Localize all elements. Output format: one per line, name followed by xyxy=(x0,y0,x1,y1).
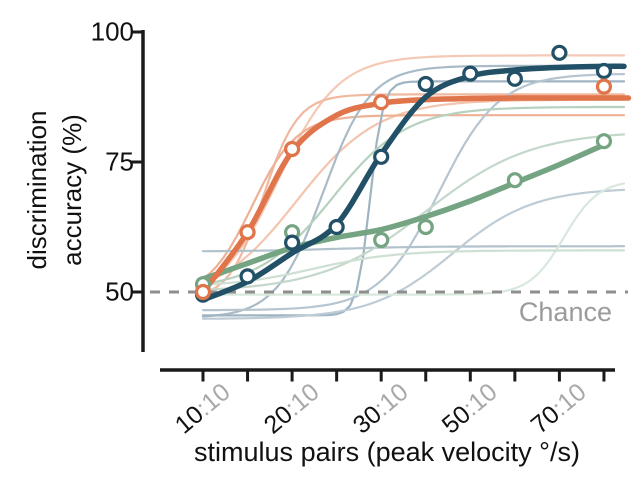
navy-series-mean-point xyxy=(239,268,256,285)
x-tick-label-20: 20:10 xyxy=(259,378,325,440)
navy-series-mean-point xyxy=(551,44,568,61)
y-axis-title: discrimination accuracy (%) xyxy=(20,111,90,270)
x-axis-title: stimulus pairs (peak velocity °/s) xyxy=(194,437,580,467)
navy-series-mean-point xyxy=(462,65,479,82)
navy-series-mean-point xyxy=(373,148,390,165)
green-series-mean-point xyxy=(506,172,523,189)
individual-fit-curve-orange-light xyxy=(201,114,626,281)
orange-series-mean-point xyxy=(373,94,390,111)
navy-series-mean-point xyxy=(328,218,345,236)
x-tick-label-10: 10:10 xyxy=(170,378,236,440)
y-tick-label-75: 75 xyxy=(105,146,134,177)
navy-series-mean-point xyxy=(506,70,523,87)
x-tick-label-50: 50:10 xyxy=(437,378,503,440)
navy-series-mean-point xyxy=(595,62,613,80)
individual-fit-curve-navy-light xyxy=(201,188,626,320)
x-tick-label-30: 30:10 xyxy=(348,378,414,440)
navy-series-mean-curve xyxy=(200,63,627,303)
individual-fit-curve-green-light xyxy=(201,249,626,286)
y-axis-title-line1: discrimination xyxy=(22,110,52,270)
y-tick-label-100: 100 xyxy=(90,16,134,47)
individual-fit-curve-navy-light xyxy=(201,80,626,317)
green-series-mean-point xyxy=(417,218,434,236)
green-series-mean-curve xyxy=(200,142,607,282)
individual-fit-curve-navy-light xyxy=(201,73,626,312)
individual-fit-curve-green-light xyxy=(201,133,626,291)
navy-series-mean-point xyxy=(284,234,301,251)
individual-fit-curve-navy-light xyxy=(201,245,626,253)
y-tick-label-50: 50 xyxy=(105,276,134,307)
orange-series-mean-point xyxy=(239,224,256,241)
green-series-mean-point xyxy=(595,133,613,150)
individual-fit-curve-green-light xyxy=(201,182,626,296)
navy-series-mean-point xyxy=(417,75,434,93)
x-tick-label-70: 70:10 xyxy=(526,378,592,440)
y-axis-title-line2: accuracy (%) xyxy=(57,114,87,266)
orange-series-mean-point xyxy=(595,78,613,95)
orange-series-mean-point xyxy=(284,140,301,158)
orange-series-mean-point xyxy=(194,283,212,301)
green-series-mean-point xyxy=(373,231,390,249)
chance-label: Chance xyxy=(518,297,612,327)
individual-fit-curve-green-light xyxy=(201,105,626,285)
